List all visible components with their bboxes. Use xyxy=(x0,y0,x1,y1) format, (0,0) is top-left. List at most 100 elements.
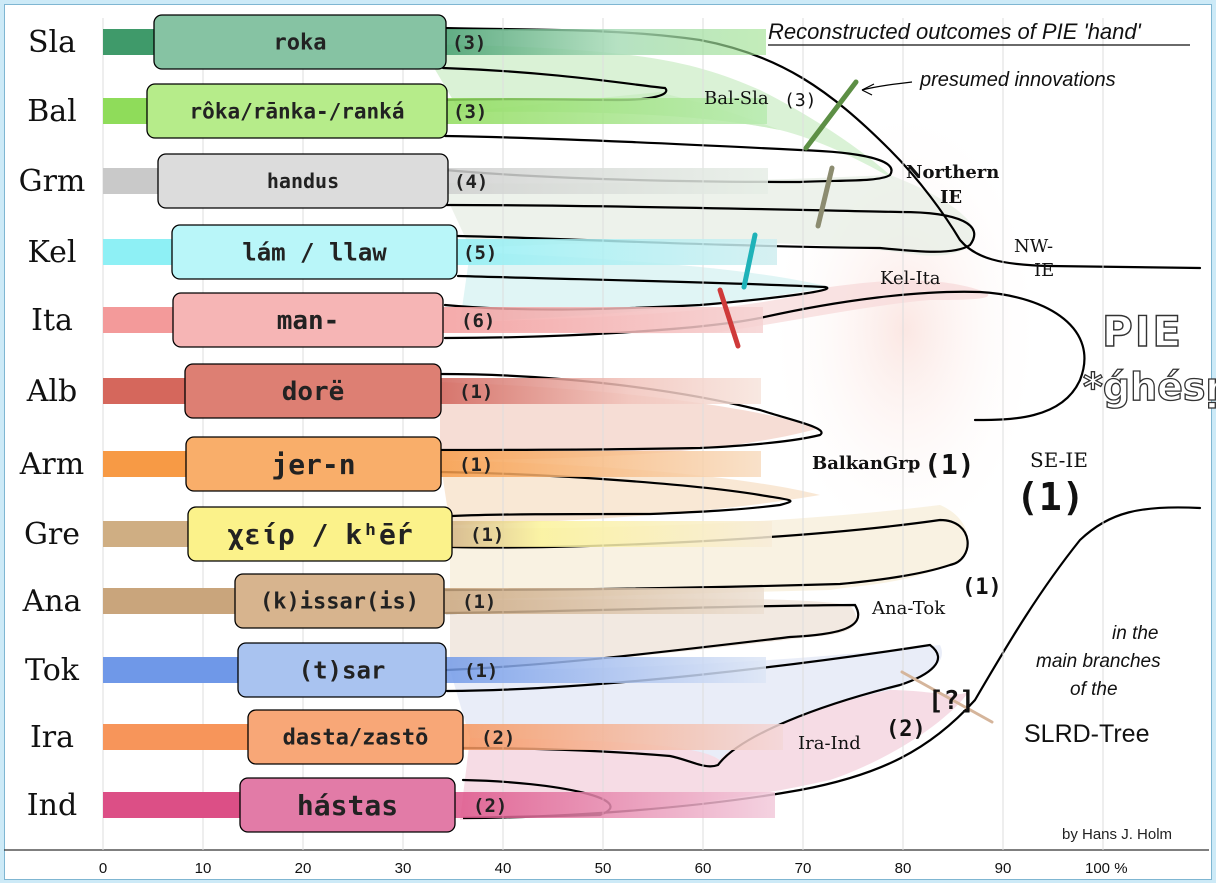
percent-axis: 0 10 20 30 40 50 60 70 80 90 100 % xyxy=(4,849,1209,877)
branch-tube xyxy=(434,588,764,614)
tree-name: SLRD-Tree xyxy=(1024,720,1150,748)
innovation-mark-bal-sla xyxy=(803,79,859,151)
branch-count: (5) xyxy=(463,242,497,264)
side-note-line1: in the xyxy=(1112,623,1158,644)
node-nw-line1: NW- xyxy=(1014,236,1053,257)
branch-count: (2) xyxy=(481,727,515,749)
branch-row-kel: Kel lám / llaw (5) xyxy=(28,224,777,280)
root-form: *ǵhésṛ xyxy=(1083,365,1216,409)
branch-form: jer-n xyxy=(271,448,355,481)
branch-count: (1) xyxy=(462,591,496,613)
branch-form: dasta/zastō xyxy=(283,726,429,751)
branch-count: (1) xyxy=(470,524,504,546)
branch-tube xyxy=(436,29,766,55)
axis-tick-label: 100 % xyxy=(1085,860,1128,877)
root-pie: PIE xyxy=(1102,307,1183,356)
form-box xyxy=(171,224,458,280)
branch-row-gre: Gre χείρ / kʰḗr (1) xyxy=(24,506,772,562)
node-labels: Bal-Sla (3) Northern IE NW- IE Kel-Ita B… xyxy=(704,88,1088,754)
innovation-mark-ira-ind xyxy=(900,670,994,724)
branch-form: man- xyxy=(277,306,340,336)
branch-form: roka xyxy=(274,31,327,56)
axis-tick-label: 70 xyxy=(795,860,812,877)
side-note-line2: main branches xyxy=(1036,651,1161,672)
branch-stem xyxy=(103,657,258,683)
form-box xyxy=(234,573,445,629)
branch-count: (1) xyxy=(464,660,498,682)
side-note: in the main branches of the SLRD-Tree xyxy=(1024,623,1161,748)
branch-count: (2) xyxy=(473,795,507,817)
form-box xyxy=(146,83,448,139)
branch-row-sla: Sla roka (3) xyxy=(28,14,766,70)
branch-tube xyxy=(436,657,766,683)
node-ana-tok: Ana-Tok xyxy=(871,598,946,619)
branch-code-label: Ita xyxy=(31,303,73,338)
branch-code-label: Gre xyxy=(24,517,80,552)
branch-row-ind: Ind hástas (2) xyxy=(27,777,775,833)
branch-form: (t)sar xyxy=(299,656,386,684)
axis-tick-label: 90 xyxy=(995,860,1012,877)
branch-code-label: Ind xyxy=(27,788,77,823)
axis-tick-label: 10 xyxy=(195,860,212,877)
branch-row-alb: Alb dorë (1) xyxy=(26,363,761,419)
axis-tick-label: 30 xyxy=(395,860,412,877)
axis-tick-label: 40 xyxy=(495,860,512,877)
branch-tube xyxy=(431,451,761,477)
branch-stem xyxy=(103,792,260,818)
node-ira-ind: Ira-Ind xyxy=(798,733,861,754)
branch-stem xyxy=(103,588,255,614)
branch-tube xyxy=(445,792,775,818)
node-se-count: (1) xyxy=(1016,475,1085,519)
branch-tube xyxy=(453,724,783,750)
form-box xyxy=(247,709,464,765)
branch-row-grm: Grm handus (4) xyxy=(19,153,768,209)
innovation-note: presumed innovations xyxy=(919,69,1116,91)
branch-row-tok: Tok (t)sar (1) xyxy=(25,642,766,698)
branch-count: (4) xyxy=(454,171,488,193)
branch-row-ana: Ana (k)issar(is) (1) xyxy=(22,573,764,629)
branch-code-label: Sla xyxy=(28,25,76,60)
root-label: PIE *ǵhésṛ xyxy=(1082,306,1216,409)
branch-form: rôka/rānka-/ranká xyxy=(190,99,405,123)
branch-tube xyxy=(442,521,772,547)
node-bal-sla: Bal-Sla xyxy=(704,88,769,109)
form-box xyxy=(172,292,444,348)
node-bal-sla-count: (3) xyxy=(784,90,817,111)
node-northern-line2: IE xyxy=(940,187,962,208)
axis-tick-label: 20 xyxy=(295,860,312,877)
branch-code-label: Bal xyxy=(27,94,77,129)
branch-stem xyxy=(103,724,268,750)
credit: by Hans J. Holm xyxy=(1062,826,1172,843)
tree-body xyxy=(420,44,1045,820)
node-nw-line2: IE xyxy=(1034,260,1054,281)
axis-tick-label: 60 xyxy=(695,860,712,877)
branch-form: hástas xyxy=(297,789,398,822)
innovation-mark-grm xyxy=(815,165,835,229)
form-box xyxy=(239,777,456,833)
branch-code-label: Tok xyxy=(25,653,80,688)
side-note-line3: of the xyxy=(1070,679,1118,700)
form-box xyxy=(153,14,447,70)
form-box xyxy=(187,506,453,562)
innovation-marks xyxy=(717,79,994,724)
branch-rows: Sla roka (3) Bal rôka/rānka-/ranká (3) Grm hand… xyxy=(19,14,783,833)
branch-tube xyxy=(431,378,761,404)
branch-code-label: Kel xyxy=(28,235,77,270)
branch-tube xyxy=(437,98,767,124)
branch-form: χείρ / kʰḗr xyxy=(227,518,412,551)
node-northern-line1: Northern xyxy=(906,162,999,183)
diagram-title: Reconstructed outcomes of PIE 'hand' xyxy=(768,19,1142,44)
branch-count: (1) xyxy=(459,381,493,403)
branch-code-label: Ana xyxy=(22,584,82,619)
branch-count: (3) xyxy=(452,32,486,54)
branch-form: lám / llaw xyxy=(242,238,387,266)
branch-form: dorë xyxy=(282,377,345,407)
innovation-mark-ita xyxy=(717,287,741,349)
form-box xyxy=(185,436,442,492)
innovation-arrow xyxy=(861,81,913,96)
branch-tube xyxy=(447,239,777,265)
form-box xyxy=(237,642,447,698)
branch-row-arm: Arm jer-n (1) xyxy=(19,436,761,492)
branch-code-label: Arm xyxy=(19,447,84,482)
